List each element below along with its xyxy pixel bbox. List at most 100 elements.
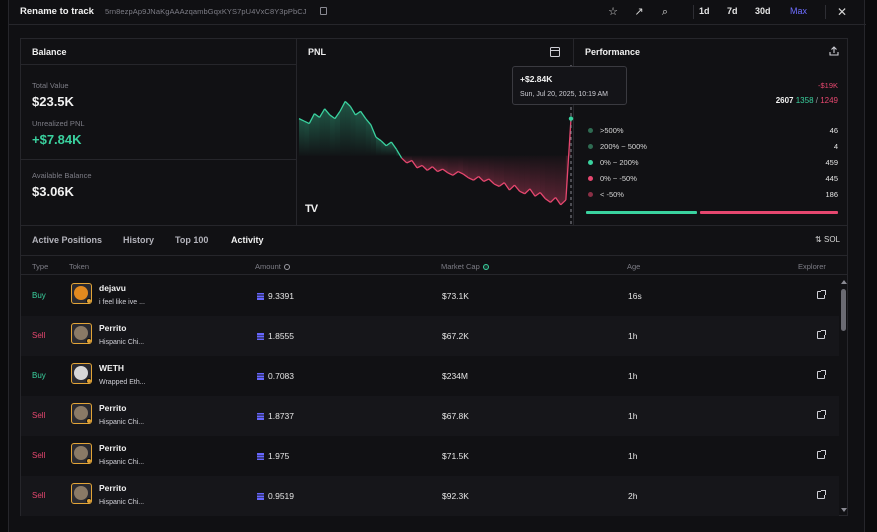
header-token: Token [69,262,90,271]
table-row[interactable]: Buy dejavu i feel like ive ... 9.3391 $73.1K… [21,276,839,316]
table-row[interactable]: Sell Perrito Hispanic Chi... 1.8737 $67.8K 1h [21,396,839,436]
token-name[interactable]: Perrito [99,403,127,413]
token-logo-icon [74,446,88,460]
platform-badge-icon [86,498,91,503]
pnl-line-segment [437,168,443,173]
pnl-chart[interactable] [297,39,574,226]
pnl-line-segment [406,159,413,164]
pnl-line-segment [565,118,572,200]
header-amount[interactable]: Amount [255,262,290,271]
explorer-link-icon[interactable] [817,290,826,299]
tradingview-logo: TV [305,203,318,215]
token-avatar[interactable] [71,323,92,344]
pnl-area-segment [411,155,418,168]
external-link-icon[interactable]: ↗ [634,6,644,18]
token-description: Hispanic Chi... [99,419,145,426]
table-row[interactable]: Sell Perrito Hispanic Chi... 0.9519 $92.3K 2h [21,476,839,516]
pnl-line-segment [344,100,351,107]
tab-activity[interactable]: Activity [231,235,264,245]
currency-toggle[interactable]: ⇅ SOL [815,235,840,244]
explorer-link-icon[interactable] [817,330,826,339]
divider [21,159,297,160]
trade-type: Sell [32,451,46,460]
scroll-down-icon[interactable] [841,508,847,512]
explorer-link-icon[interactable] [817,370,826,379]
share-icon[interactable] [829,46,839,56]
pnl-line-segment [442,168,449,174]
sol-icon [257,453,264,460]
token-description: Hispanic Chi... [99,339,145,346]
market-cap-cell: $92.3K [442,491,469,501]
pnl-area-segment [463,155,469,178]
pnl-area-segment [473,155,479,181]
pnl-area-segment [360,111,366,156]
search-icon[interactable]: ⌕ [661,6,669,18]
token-name[interactable]: WETH [99,363,125,373]
scrollbar[interactable] [840,276,848,517]
platform-badge-icon [86,298,91,303]
market-cap-cell: $67.2K [442,331,469,341]
amount-cell: 0.9519 [257,491,294,501]
table-row[interactable]: Sell Perrito Hispanic Chi... 1.975 $71.5K 1h [21,436,839,476]
pnl-area-segment [504,155,510,191]
pnl-line-segment [308,113,315,124]
pnl-line-segment [514,184,521,192]
timeframe-max[interactable]: Max [790,6,808,16]
divider [693,5,694,19]
token-avatar[interactable] [71,283,92,304]
market-cap-cell: $67.8K [442,411,469,421]
header-market-cap-label: Market Cap [441,262,480,271]
bucket-count: 445 [825,174,838,183]
pnl-area-segment [334,111,341,156]
token-avatar[interactable] [71,483,92,504]
chart-tooltip: +$2.84K Sun, Jul 20, 2025, 10:19 AM [512,66,627,105]
timeframe-30d[interactable]: 30d [755,6,771,16]
pnl-line-segment [431,166,439,173]
amount-value: 9.3391 [268,291,294,301]
bucket-dot-icon [588,192,593,197]
pnl-line-segment [519,190,526,195]
star-icon[interactable]: ☆ [608,6,618,18]
tab-active-positions[interactable]: Active Positions [32,235,103,245]
pnl-line-segment [360,110,367,120]
age-cell: 1h [628,371,638,381]
wallet-address: 5rn8ezpAp9JNaKgAAAzqambGqxKYS7pU4VxC8Y3p… [105,7,307,16]
trade-type: Sell [32,491,46,500]
pnl-area-segment [442,155,448,173]
token-avatar[interactable] [71,363,92,384]
wallet-name[interactable]: Rename to track [20,6,94,17]
explorer-link-icon[interactable] [817,410,826,419]
copy-icon[interactable] [320,7,327,15]
explorer-link-icon[interactable] [817,450,826,459]
token-name[interactable]: dejavu [99,283,126,293]
scroll-up-icon[interactable] [841,280,847,284]
calendar-icon[interactable] [550,47,560,57]
platform-badge-icon [86,418,91,423]
currency-icon [482,264,489,270]
token-name[interactable]: Perrito [99,443,127,453]
tab-history[interactable]: History [123,235,155,245]
header-amount-label: Amount [255,262,281,271]
pnl-area-segment [417,155,423,168]
header-market-cap[interactable]: Market Cap [441,262,489,271]
tooltip-value: +$2.84K [520,74,553,84]
timeframe-1d[interactable]: 1d [699,6,710,16]
table-row[interactable]: Buy WETH Wrapped Eth... 0.7083 $234M 1h [21,356,839,396]
token-avatar[interactable] [71,403,92,424]
tab-top-100[interactable]: Top 100 [175,235,209,245]
explorer-link-icon[interactable] [817,490,826,499]
close-icon[interactable]: ✕ [836,5,848,19]
win-count: 1358 [795,96,814,105]
pnl-bucket: 0% ~ -50% 445 [586,173,838,185]
scroll-thumb[interactable] [841,289,846,331]
sol-icon [257,373,264,380]
pnl-line-segment [355,110,361,116]
pnl-area-segment [514,155,520,192]
timeframe-7d[interactable]: 7d [727,6,738,16]
bucket-count: 186 [825,190,838,199]
table-row[interactable]: Sell Perrito Hispanic Chi... 1.8555 $67.2K 1h [21,316,839,356]
token-name[interactable]: Perrito [99,483,127,493]
token-name[interactable]: Perrito [99,323,127,333]
pnl-bucket: >500% 46 [586,125,838,137]
token-avatar[interactable] [71,443,92,464]
